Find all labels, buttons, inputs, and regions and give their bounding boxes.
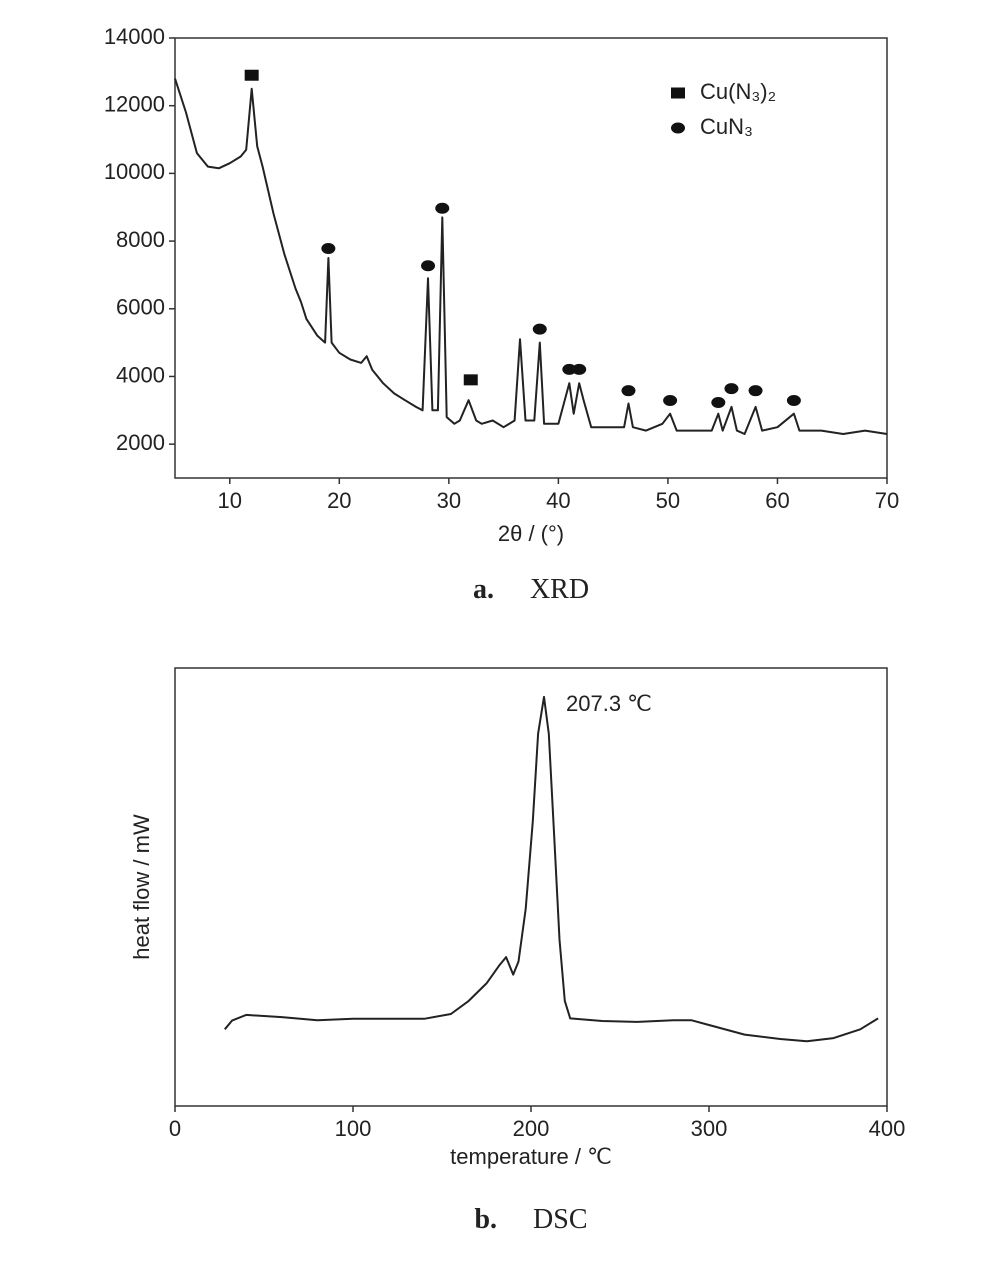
x-axis-label: temperature / ℃ xyxy=(450,1144,612,1169)
marker-circle xyxy=(572,363,587,375)
marker-circle xyxy=(321,243,336,255)
marker-circle xyxy=(421,260,436,272)
y-tick-label: 8000 xyxy=(116,227,165,252)
y-tick-label: 4000 xyxy=(116,362,165,387)
x-axis-label: 2θ / (°) xyxy=(498,521,564,546)
x-tick-label: 0 xyxy=(169,1116,181,1141)
legend-label: CuN₃ xyxy=(700,114,753,139)
caption-text: XRD xyxy=(530,574,589,605)
marker-circle xyxy=(562,363,577,375)
x-tick-label: 50 xyxy=(656,488,680,513)
chart: 10 20 30 40 50 60 70 2000 4000 6000 8000 10000 12000… xyxy=(104,24,899,606)
x-tick-label: 300 xyxy=(691,1116,728,1141)
data-line xyxy=(174,78,888,435)
x-tick-label: 30 xyxy=(437,488,461,513)
y-tick-label: 12000 xyxy=(104,92,165,117)
legend-marker xyxy=(671,87,685,99)
x-tick-label: 200 xyxy=(513,1116,550,1141)
marker-circle xyxy=(532,323,547,335)
marker-circle xyxy=(711,397,726,409)
caption-label: a. xyxy=(473,574,494,605)
y-axis-label: heat flow / mW xyxy=(129,814,154,960)
x-tick-label: 40 xyxy=(546,488,570,513)
marker-circle xyxy=(748,385,763,397)
y-tick-label: 10000 xyxy=(104,159,165,184)
marker-square xyxy=(463,374,478,386)
caption-label: b. xyxy=(474,1204,497,1235)
annotation: 207.3 ℃ xyxy=(566,691,652,716)
legend-label: Cu(N₃)₂ xyxy=(700,79,776,104)
data-line xyxy=(224,695,879,1043)
x-tick-label: 20 xyxy=(327,488,351,513)
marker-square xyxy=(244,69,259,81)
x-tick-label: 100 xyxy=(335,1116,372,1141)
marker-circle xyxy=(621,385,636,397)
x-tick-label: 10 xyxy=(218,488,242,513)
marker-circle xyxy=(724,383,739,395)
x-tick-label: 60 xyxy=(765,488,789,513)
plot-frame xyxy=(174,37,888,479)
x-tick-label: 70 xyxy=(875,488,899,513)
x-tick-label: 400 xyxy=(869,1116,906,1141)
marker-circle xyxy=(435,202,450,214)
marker-circle xyxy=(786,394,801,406)
caption: b. DSC xyxy=(474,1204,587,1235)
legend-marker xyxy=(671,122,685,134)
marker-circle xyxy=(663,394,678,406)
y-tick-label: 14000 xyxy=(104,24,165,49)
chart: 0 100 200 300 400 temperature / ℃ heat flow / … xyxy=(129,667,906,1235)
caption: a. XRD xyxy=(473,574,589,605)
y-tick-label: 6000 xyxy=(116,295,165,320)
y-tick-label: 2000 xyxy=(116,430,165,455)
plot-frame xyxy=(174,667,888,1107)
caption-text: DSC xyxy=(533,1204,587,1235)
